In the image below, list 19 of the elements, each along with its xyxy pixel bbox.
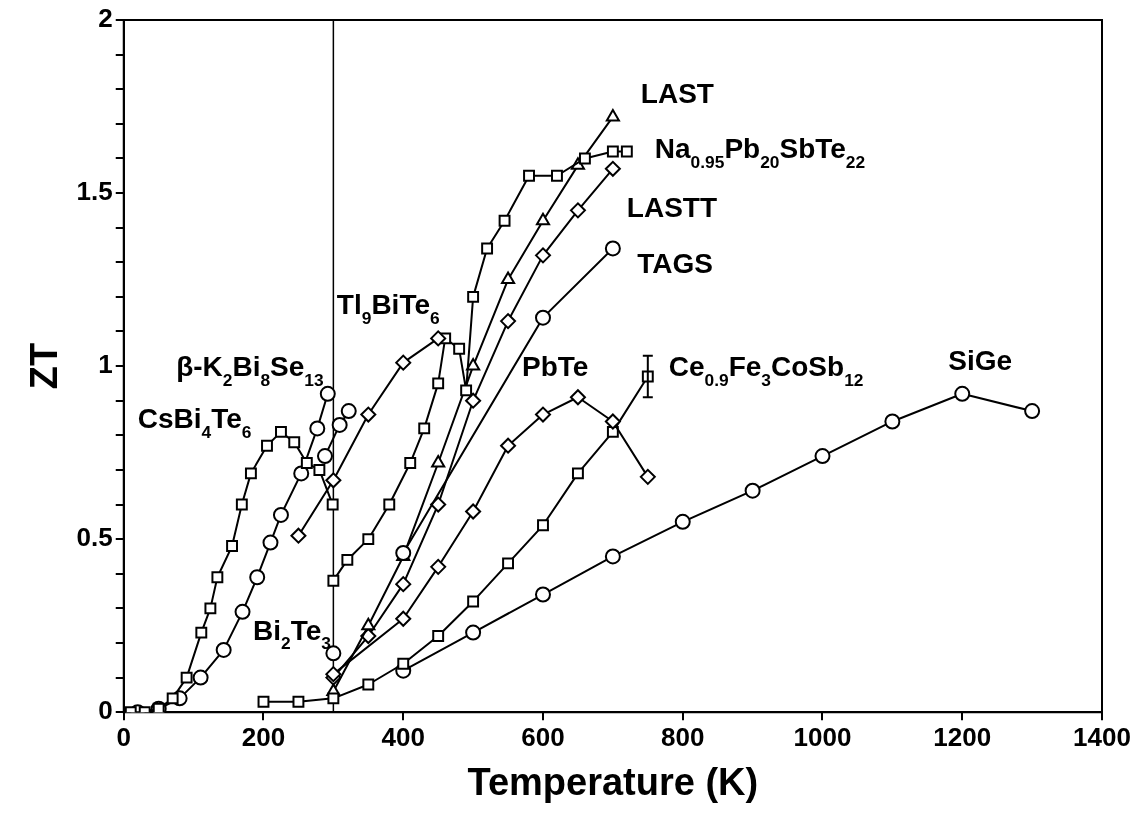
y-tick-label: 0 bbox=[98, 695, 113, 726]
x-tick-label: 1200 bbox=[933, 721, 992, 752]
y-tick-label: 0.5 bbox=[76, 522, 113, 553]
y-tick-label: 2 bbox=[98, 3, 113, 34]
x-tick-label: 400 bbox=[381, 721, 425, 752]
x-tick-label: 600 bbox=[521, 721, 565, 752]
annotation: PbTe bbox=[522, 351, 589, 383]
annotation: LAST bbox=[640, 78, 714, 110]
x-tick-label: 1400 bbox=[1073, 721, 1131, 752]
y-axis-title: ZT bbox=[23, 342, 66, 390]
y-tick-label: 1.5 bbox=[76, 176, 113, 207]
x-axis-title: Temperature (K) bbox=[467, 760, 759, 803]
annotation: LASTT bbox=[626, 192, 718, 224]
y-tick-label: 1 bbox=[98, 349, 113, 380]
annotation: SiGe bbox=[948, 344, 1013, 376]
x-tick-label: 1000 bbox=[793, 721, 852, 752]
x-tick-label: 200 bbox=[241, 721, 286, 752]
x-tick-label: 800 bbox=[661, 721, 705, 752]
annotation: TAGS bbox=[637, 247, 714, 279]
